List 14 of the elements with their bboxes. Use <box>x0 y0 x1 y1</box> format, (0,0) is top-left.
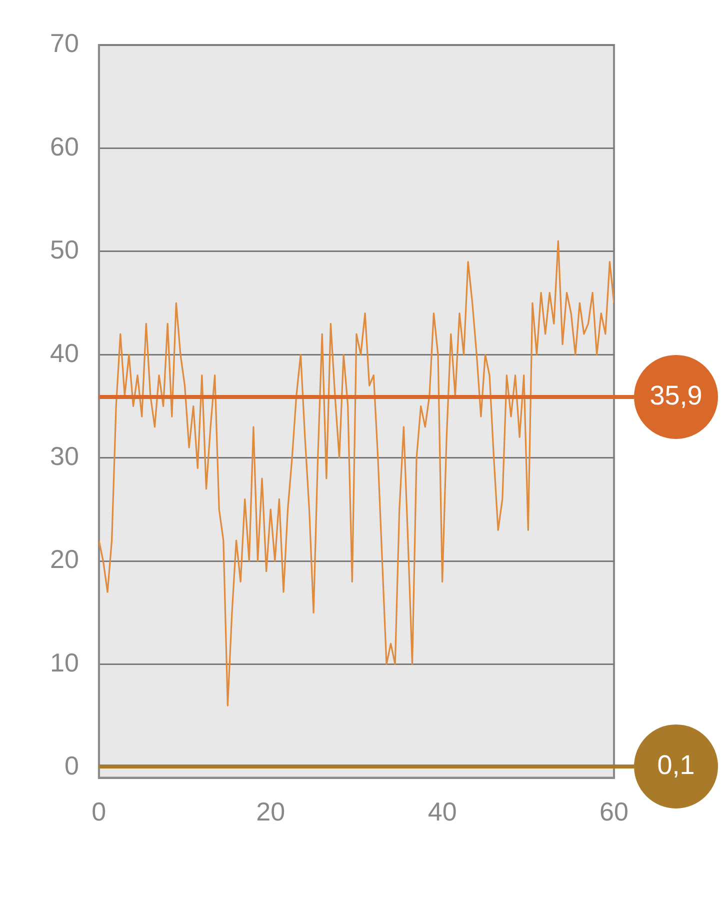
x-tick-label: 0 <box>92 796 106 827</box>
y-tick-label: 40 <box>50 338 79 368</box>
y-tick-label: 60 <box>50 131 79 162</box>
x-tick-label: 20 <box>256 796 286 827</box>
x-tick-label: 40 <box>428 796 457 827</box>
x-tick-label: 60 <box>600 796 628 827</box>
y-tick-label: 20 <box>50 544 79 574</box>
y-tick-label: 0 <box>64 750 79 781</box>
ref-line-label: 35,9 <box>650 380 702 410</box>
y-tick-label: 50 <box>50 234 79 265</box>
y-tick-label: 70 <box>50 28 79 58</box>
y-tick-label: 30 <box>50 441 79 472</box>
y-tick-label: 10 <box>50 647 79 678</box>
ref-line-label: 0,1 <box>657 750 695 780</box>
